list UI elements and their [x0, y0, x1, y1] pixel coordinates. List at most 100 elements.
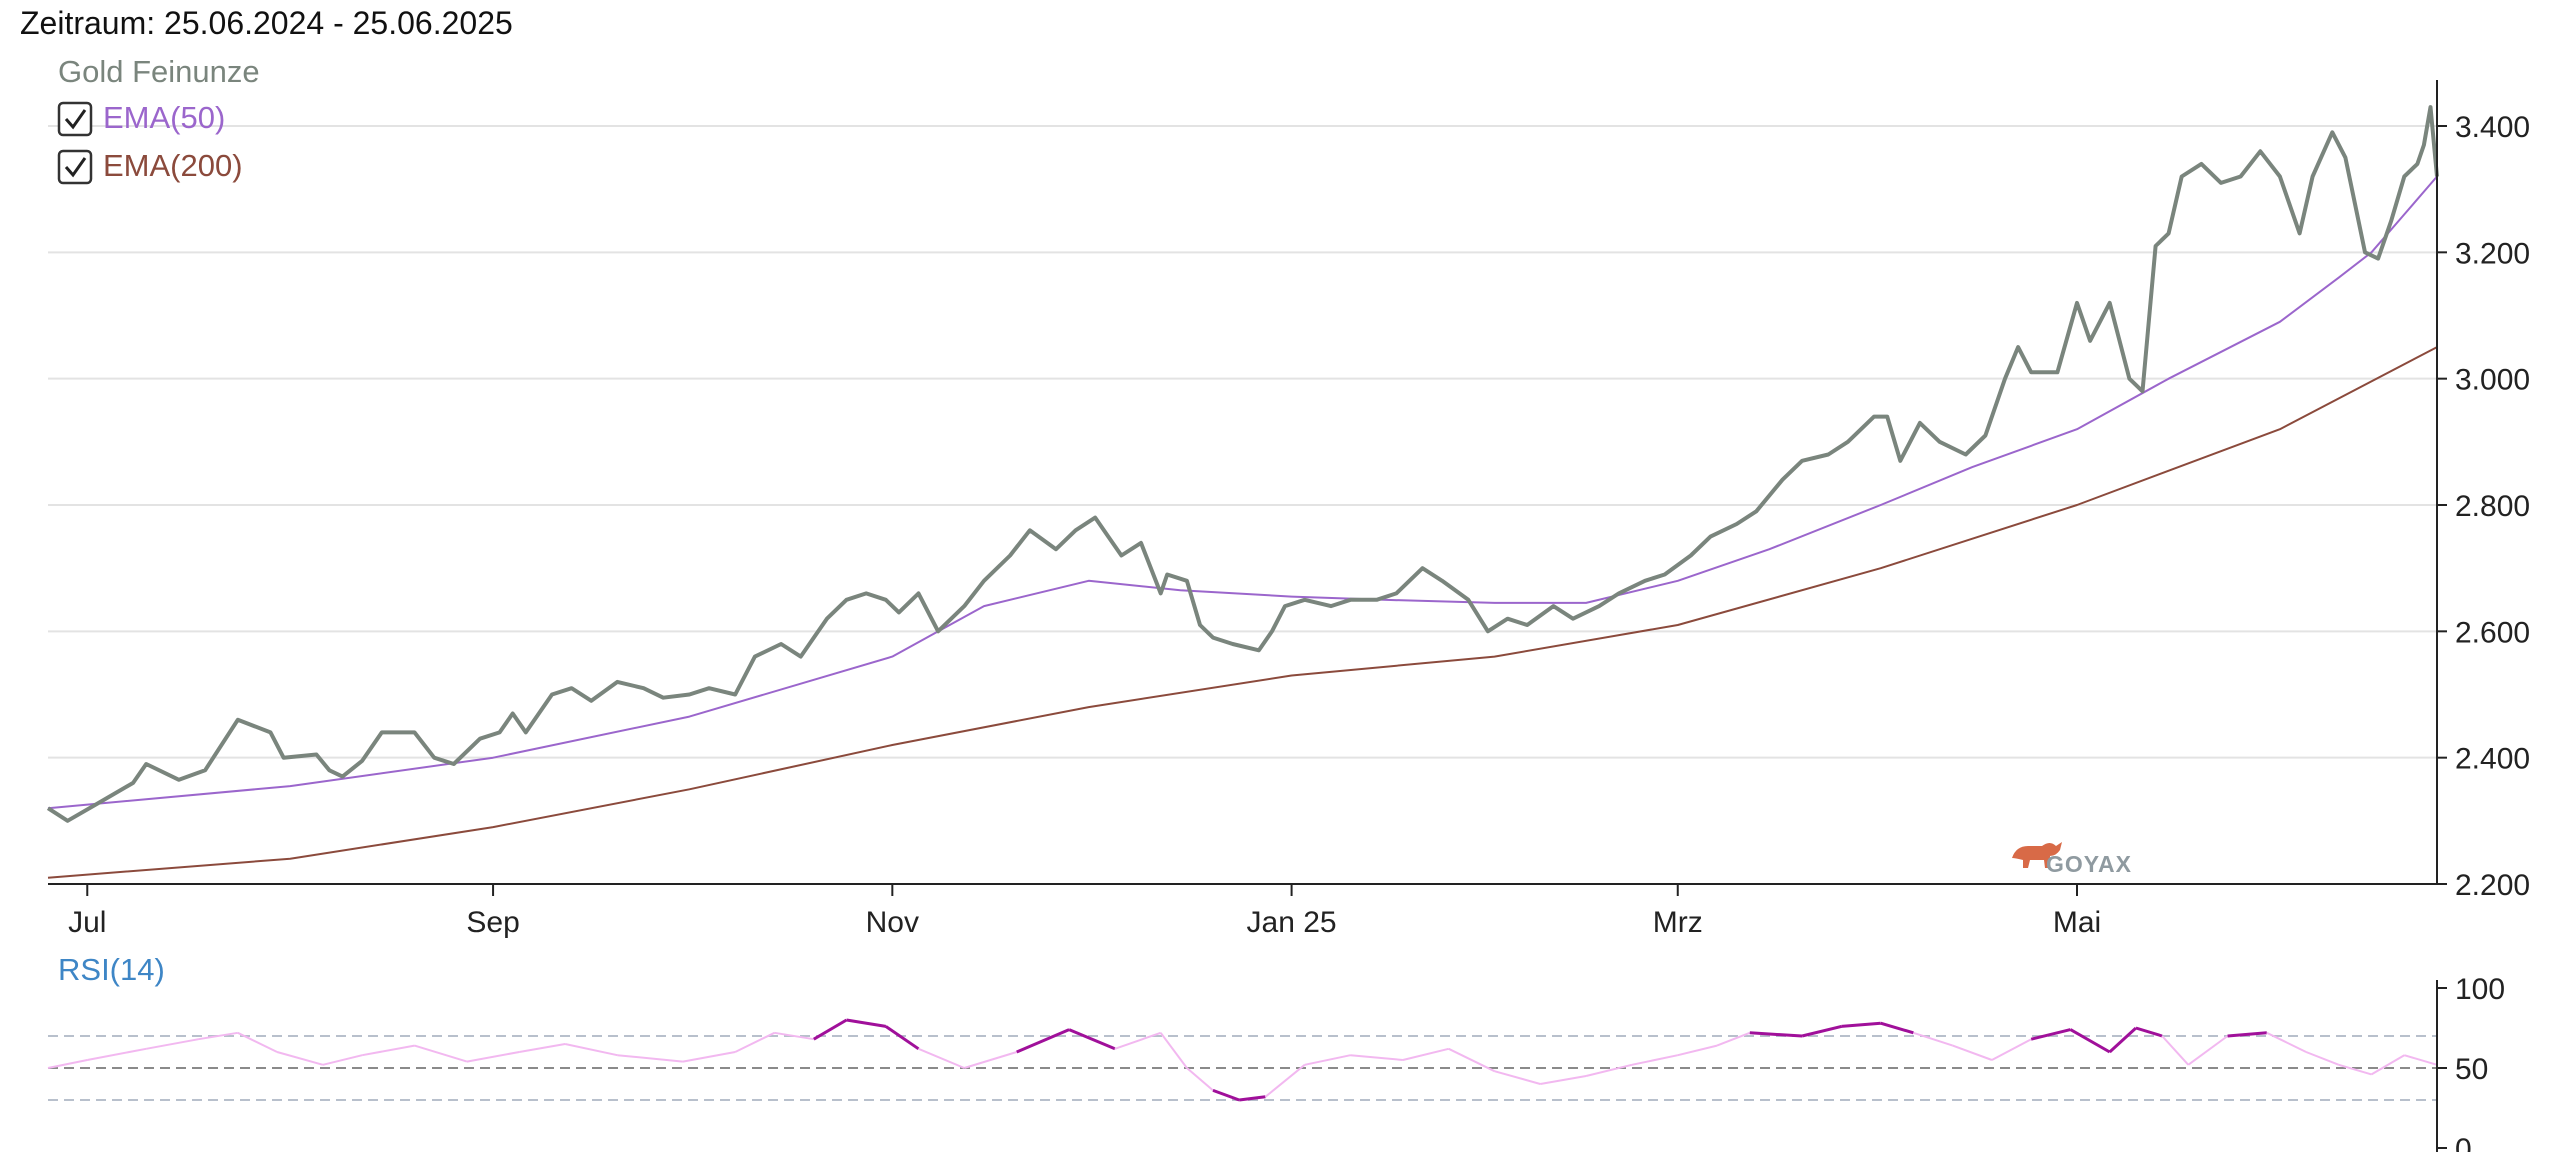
rsi-line-segment	[1677, 1044, 1718, 1057]
rsi-line-segment	[1749, 1031, 1803, 1038]
x-tick-label: Jan 25	[1247, 906, 1337, 939]
rsi-line-segment	[276, 1051, 324, 1066]
rsi-y-tick-label: 50	[2455, 1053, 2488, 1086]
legend-ema200-label[interactable]: EMA(200)	[103, 148, 243, 183]
price-series-group	[46, 105, 2439, 879]
x-tick-label: Sep	[466, 906, 519, 939]
ema50-line	[47, 175, 2438, 810]
rsi-line-segment	[1631, 1054, 1679, 1066]
price-y-axis: 2.200 2.400 2.600 2.800 3.000 3.200 3.400	[2437, 111, 2530, 902]
rsi-line-segment	[813, 1018, 848, 1041]
rsi-line-segment	[1186, 1067, 1214, 1092]
price-grid	[48, 125, 2437, 759]
rsi-line-segment	[2338, 1063, 2372, 1076]
rsi-line-segment	[1239, 1095, 1266, 1102]
rsi-reference-lines	[48, 1035, 2437, 1101]
rsi-line-segment	[414, 1044, 468, 1063]
checkmark-icon	[64, 109, 87, 130]
rsi-line-segment	[1913, 1031, 1954, 1047]
rsi-line-segment	[1801, 1024, 1842, 1038]
rsi-line-segment	[2030, 1028, 2071, 1041]
rsi-line-segment	[2404, 1054, 2438, 1066]
rsi-line-segment	[1402, 1047, 1449, 1061]
y-tick-label: 3.000	[2455, 364, 2530, 397]
y-tick-label: 3.400	[2455, 111, 2530, 144]
rsi-line-segment	[1448, 1047, 1495, 1073]
rsi-line-segment	[2305, 1051, 2340, 1066]
y-tick-label: 2.200	[2455, 869, 2530, 902]
checkmark-icon	[64, 157, 87, 178]
rsi-line-segment	[322, 1054, 363, 1066]
rsi-line-segment	[1304, 1054, 1351, 1066]
gold-price-line	[46, 105, 2439, 823]
rsi-line-segment	[617, 1054, 683, 1063]
goyax-watermark: GOYAX	[2012, 842, 2132, 877]
ema200-line	[47, 346, 2438, 879]
rsi-y-tick-label: 0	[2455, 1133, 2472, 1152]
rsi-y-tick-label: 100	[2455, 973, 2505, 1006]
rsi-line-segment	[1264, 1064, 1306, 1098]
rsi-line-segment	[884, 1025, 920, 1051]
bull-icon	[2012, 842, 2062, 868]
rsi-line-segment	[2108, 1026, 2137, 1054]
rsi-line-segment	[1114, 1031, 1162, 1050]
rsi-line-segment	[87, 1047, 147, 1061]
y-tick-label: 2.800	[2455, 490, 2530, 523]
rsi-line-segment	[466, 1051, 520, 1063]
rsi-line-segment	[918, 1047, 965, 1069]
rsi-y-axis: 0 50 100	[2437, 973, 2505, 1157]
rsi-line-segment	[1212, 1088, 1240, 1102]
rsi-line-segment	[1716, 1031, 1751, 1047]
rsi-line-segment	[362, 1044, 415, 1057]
rsi-series-group	[47, 1018, 2438, 1102]
x-tick-label: Nov	[866, 906, 919, 939]
rsi-line-segment	[237, 1031, 278, 1053]
rsi-line-segment	[146, 1038, 199, 1050]
rsi-line-segment	[1016, 1028, 1070, 1054]
rsi-line-segment	[1068, 1028, 1116, 1051]
rsi-line-segment	[2069, 1028, 2111, 1054]
rsi-line-segment	[1350, 1054, 1403, 1061]
legend-ema50-label[interactable]: EMA(50)	[103, 100, 225, 135]
rsi-line-segment	[1159, 1032, 1188, 1069]
x-tick-label: Mai	[2053, 906, 2101, 939]
ema200-checkbox[interactable]	[57, 149, 93, 185]
period-label: Zeitraum: 25.06.2024 - 25.06.2025	[20, 5, 513, 41]
legend: Gold Feinunze EMA(50) EMA(200)	[57, 54, 260, 185]
rsi-line-segment	[1880, 1021, 1914, 1035]
rsi-line-segment	[1991, 1038, 2032, 1061]
rsi-line-segment	[564, 1043, 618, 1057]
rsi-line-segment	[1494, 1070, 1541, 1085]
watermark-text: GOYAX	[2046, 851, 2132, 877]
rsi-line-segment	[2187, 1035, 2229, 1066]
x-tick-label: Mrz	[1653, 906, 1703, 939]
y-tick-label: 3.200	[2455, 237, 2530, 270]
ema50-checkbox[interactable]	[57, 101, 93, 137]
legend-ema200-toggle[interactable]: EMA(200)	[57, 148, 243, 185]
rsi-line-segment	[519, 1043, 566, 1053]
legend-main-series: Gold Feinunze	[58, 54, 260, 89]
rsi-line-segment	[964, 1051, 1017, 1069]
rsi-line-segment	[1952, 1044, 1993, 1061]
legend-ema50-toggle[interactable]: EMA(50)	[57, 100, 225, 137]
x-tick-label: Jul	[68, 906, 106, 939]
rsi-line-segment	[2135, 1026, 2163, 1038]
rsi-panel-title: RSI(14)	[58, 952, 165, 987]
rsi-line-segment	[1841, 1021, 1881, 1028]
time-x-axis: Jul Sep Nov Jan 25 Mrz Mai	[68, 884, 2101, 939]
rsi-line-segment	[734, 1031, 775, 1053]
rsi-line-segment	[846, 1018, 887, 1028]
rsi-line-segment	[682, 1051, 736, 1063]
rsi-line-segment	[198, 1031, 238, 1041]
rsi-line-segment	[2227, 1031, 2267, 1038]
rsi-line-segment	[1585, 1063, 1633, 1077]
rsi-line-segment	[2161, 1035, 2190, 1066]
y-tick-label: 2.600	[2455, 616, 2530, 649]
rsi-line-segment	[2370, 1054, 2405, 1076]
rsi-line-segment	[47, 1059, 88, 1069]
rsi-line-segment	[774, 1031, 814, 1041]
rsi-line-segment	[1540, 1075, 1587, 1085]
rsi-line-segment	[2266, 1031, 2307, 1053]
